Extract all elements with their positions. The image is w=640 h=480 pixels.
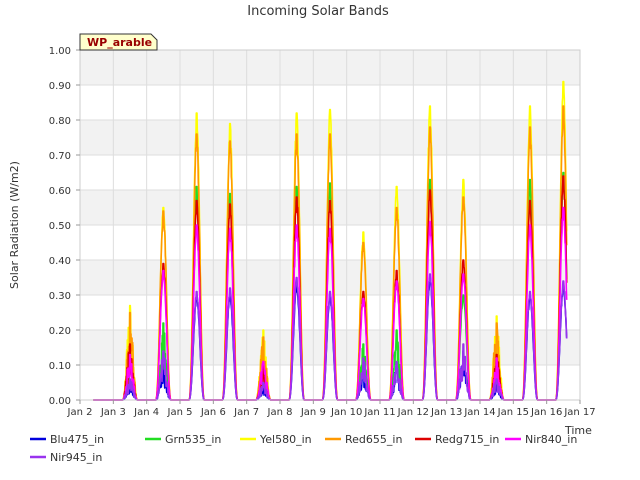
x-tick-label: Jan 9 (300, 407, 326, 418)
y-axis-label: Solar Radiation (W/m2) (8, 161, 21, 289)
y-tick-label: 0.10 (49, 361, 71, 372)
y-tick-label: 0.40 (49, 256, 71, 267)
grid-band (80, 50, 580, 85)
x-tick-label: Jan 14 (463, 407, 495, 418)
x-tick-label: Jan 2 (67, 407, 93, 418)
x-tick-label: Jan 16 (530, 407, 562, 418)
legend-label: Blu475_in (50, 433, 104, 446)
legend-label: Nir840_in (525, 433, 577, 446)
legend-item: Redg715_in (415, 433, 499, 446)
x-tick-label: Jan 17 (563, 407, 595, 418)
y-tick-label: 0.30 (49, 291, 71, 302)
y-tick-label: 0.80 (49, 116, 71, 127)
chart-title: Incoming Solar Bands (247, 4, 389, 19)
legend-item: Grn535_in (145, 433, 221, 446)
legend-label: Grn535_in (165, 433, 221, 446)
legend-item: Blu475_in (30, 433, 104, 446)
y-tick-label: 0.90 (49, 81, 71, 92)
x-axis-label: Time (564, 424, 592, 437)
x-tick-label: Jan 7 (233, 407, 259, 418)
legend-item: Nir945_in (30, 451, 102, 464)
x-tick-label: Jan 8 (267, 407, 293, 418)
grid-band (80, 260, 580, 295)
x-tick-label: Jan 13 (430, 407, 462, 418)
y-tick-label: 0.60 (49, 186, 71, 197)
legend-label: Red655_in (345, 433, 402, 446)
legend-label: Nir945_in (50, 451, 102, 464)
legend-label: Yel580_in (259, 433, 312, 446)
legend-item: Nir840_in (505, 433, 577, 446)
legend-item: Yel580_in (240, 433, 312, 446)
x-tick-label: Jan 12 (397, 407, 429, 418)
x-tick-label: Jan 6 (200, 407, 226, 418)
x-tick-label: Jan 15 (497, 407, 529, 418)
legend-item: Red655_in (325, 433, 402, 446)
x-tick-label: Jan 11 (363, 407, 395, 418)
station-label: WP_arable (87, 36, 152, 49)
y-tick-label: 0.00 (49, 396, 71, 407)
y-tick-label: 0.70 (49, 151, 71, 162)
plot-area (79, 49, 581, 401)
legend-label: Redg715_in (435, 433, 499, 446)
x-tick-label: Jan 4 (133, 407, 159, 418)
x-tick-label: Jan 5 (167, 407, 193, 418)
y-tick-label: 1.00 (49, 46, 71, 57)
station-label-box: WP_arable (79, 33, 158, 51)
x-tick-label: Jan 10 (330, 407, 362, 418)
y-tick-label: 0.50 (49, 221, 71, 232)
y-tick-label: 0.20 (49, 326, 71, 337)
grid-band (80, 330, 580, 365)
x-tick-label: Jan 3 (100, 407, 126, 418)
